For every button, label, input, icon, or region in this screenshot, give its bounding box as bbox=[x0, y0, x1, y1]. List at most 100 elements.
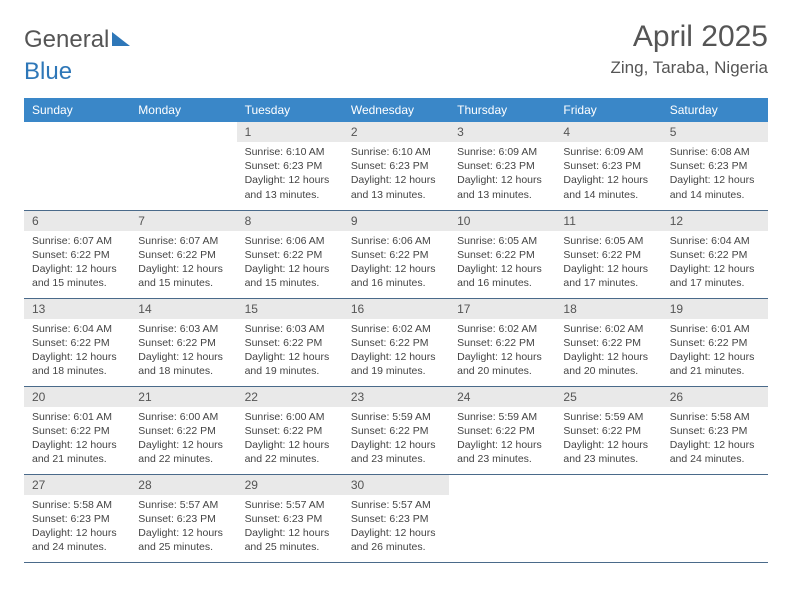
sunrise-text: Sunrise: 6:03 AM bbox=[245, 322, 335, 336]
weekday-header: Saturday bbox=[662, 98, 768, 122]
daylight-text: Daylight: 12 hours and 23 minutes. bbox=[457, 438, 547, 466]
sunrise-text: Sunrise: 5:58 AM bbox=[670, 410, 760, 424]
sunset-text: Sunset: 6:22 PM bbox=[32, 248, 122, 262]
calendar-day-cell: 4Sunrise: 6:09 AMSunset: 6:23 PMDaylight… bbox=[555, 122, 661, 210]
calendar-week-row: 6Sunrise: 6:07 AMSunset: 6:22 PMDaylight… bbox=[24, 210, 768, 298]
daylight-text: Daylight: 12 hours and 21 minutes. bbox=[32, 438, 122, 466]
day-number: 10 bbox=[449, 211, 555, 231]
calendar-day-cell: 9Sunrise: 6:06 AMSunset: 6:22 PMDaylight… bbox=[343, 210, 449, 298]
sunrise-text: Sunrise: 6:02 AM bbox=[351, 322, 441, 336]
calendar-day-cell: 2Sunrise: 6:10 AMSunset: 6:23 PMDaylight… bbox=[343, 122, 449, 210]
daylight-text: Daylight: 12 hours and 23 minutes. bbox=[563, 438, 653, 466]
weekday-header: Thursday bbox=[449, 98, 555, 122]
sunset-text: Sunset: 6:22 PM bbox=[563, 424, 653, 438]
sunrise-text: Sunrise: 6:07 AM bbox=[138, 234, 228, 248]
day-number: 5 bbox=[662, 122, 768, 142]
sunset-text: Sunset: 6:22 PM bbox=[351, 248, 441, 262]
day-number: 3 bbox=[449, 122, 555, 142]
page-title: April 2025 bbox=[611, 20, 769, 54]
sunrise-text: Sunrise: 6:05 AM bbox=[563, 234, 653, 248]
day-content: Sunrise: 6:09 AMSunset: 6:23 PMDaylight:… bbox=[555, 142, 661, 208]
sunrise-text: Sunrise: 5:57 AM bbox=[245, 498, 335, 512]
sunrise-text: Sunrise: 5:58 AM bbox=[32, 498, 122, 512]
calendar-day-cell: 17Sunrise: 6:02 AMSunset: 6:22 PMDayligh… bbox=[449, 298, 555, 386]
day-content: Sunrise: 6:00 AMSunset: 6:22 PMDaylight:… bbox=[237, 407, 343, 473]
sunset-text: Sunset: 6:22 PM bbox=[670, 248, 760, 262]
day-content: Sunrise: 6:06 AMSunset: 6:22 PMDaylight:… bbox=[343, 231, 449, 297]
day-content: Sunrise: 5:59 AMSunset: 6:22 PMDaylight:… bbox=[555, 407, 661, 473]
sunset-text: Sunset: 6:22 PM bbox=[32, 336, 122, 350]
day-content: Sunrise: 5:58 AMSunset: 6:23 PMDaylight:… bbox=[24, 495, 130, 561]
sunrise-text: Sunrise: 6:01 AM bbox=[32, 410, 122, 424]
calendar-day-cell: 15Sunrise: 6:03 AMSunset: 6:22 PMDayligh… bbox=[237, 298, 343, 386]
daylight-text: Daylight: 12 hours and 15 minutes. bbox=[138, 262, 228, 290]
day-number: 20 bbox=[24, 387, 130, 407]
daylight-text: Daylight: 12 hours and 14 minutes. bbox=[670, 173, 760, 201]
sunset-text: Sunset: 6:23 PM bbox=[245, 512, 335, 526]
day-number: 12 bbox=[662, 211, 768, 231]
sunrise-text: Sunrise: 6:09 AM bbox=[563, 145, 653, 159]
calendar-day-cell: 22Sunrise: 6:00 AMSunset: 6:22 PMDayligh… bbox=[237, 386, 343, 474]
sunset-text: Sunset: 6:23 PM bbox=[351, 512, 441, 526]
calendar-day-cell: 6Sunrise: 6:07 AMSunset: 6:22 PMDaylight… bbox=[24, 210, 130, 298]
sunrise-text: Sunrise: 5:59 AM bbox=[457, 410, 547, 424]
day-number: 17 bbox=[449, 299, 555, 319]
calendar-day-cell: 18Sunrise: 6:02 AMSunset: 6:22 PMDayligh… bbox=[555, 298, 661, 386]
sunset-text: Sunset: 6:23 PM bbox=[563, 159, 653, 173]
calendar-day-cell: 25Sunrise: 5:59 AMSunset: 6:22 PMDayligh… bbox=[555, 386, 661, 474]
day-content: Sunrise: 5:57 AMSunset: 6:23 PMDaylight:… bbox=[130, 495, 236, 561]
sunrise-text: Sunrise: 6:10 AM bbox=[351, 145, 441, 159]
weekday-header: Tuesday bbox=[237, 98, 343, 122]
calendar-day-cell: 13Sunrise: 6:04 AMSunset: 6:22 PMDayligh… bbox=[24, 298, 130, 386]
day-content: Sunrise: 6:03 AMSunset: 6:22 PMDaylight:… bbox=[130, 319, 236, 385]
sunrise-text: Sunrise: 5:57 AM bbox=[138, 498, 228, 512]
calendar-day-cell: 5Sunrise: 6:08 AMSunset: 6:23 PMDaylight… bbox=[662, 122, 768, 210]
sunset-text: Sunset: 6:23 PM bbox=[138, 512, 228, 526]
day-content: Sunrise: 5:59 AMSunset: 6:22 PMDaylight:… bbox=[343, 407, 449, 473]
daylight-text: Daylight: 12 hours and 17 minutes. bbox=[563, 262, 653, 290]
day-content: Sunrise: 6:06 AMSunset: 6:22 PMDaylight:… bbox=[237, 231, 343, 297]
daylight-text: Daylight: 12 hours and 16 minutes. bbox=[351, 262, 441, 290]
sunrise-text: Sunrise: 6:07 AM bbox=[32, 234, 122, 248]
sunset-text: Sunset: 6:22 PM bbox=[245, 336, 335, 350]
sunset-text: Sunset: 6:22 PM bbox=[563, 248, 653, 262]
sunset-text: Sunset: 6:22 PM bbox=[351, 424, 441, 438]
sunset-text: Sunset: 6:22 PM bbox=[351, 336, 441, 350]
sunrise-text: Sunrise: 6:08 AM bbox=[670, 145, 760, 159]
daylight-text: Daylight: 12 hours and 13 minutes. bbox=[457, 173, 547, 201]
day-number: 18 bbox=[555, 299, 661, 319]
daylight-text: Daylight: 12 hours and 14 minutes. bbox=[563, 173, 653, 201]
sunset-text: Sunset: 6:22 PM bbox=[138, 424, 228, 438]
triangle-icon bbox=[112, 32, 130, 46]
calendar-day-cell: 7Sunrise: 6:07 AMSunset: 6:22 PMDaylight… bbox=[130, 210, 236, 298]
day-content: Sunrise: 5:57 AMSunset: 6:23 PMDaylight:… bbox=[343, 495, 449, 561]
day-content: Sunrise: 5:57 AMSunset: 6:23 PMDaylight:… bbox=[237, 495, 343, 561]
day-content: Sunrise: 6:02 AMSunset: 6:22 PMDaylight:… bbox=[449, 319, 555, 385]
daylight-text: Daylight: 12 hours and 18 minutes. bbox=[32, 350, 122, 378]
sunrise-text: Sunrise: 6:06 AM bbox=[245, 234, 335, 248]
calendar-day-cell: 10Sunrise: 6:05 AMSunset: 6:22 PMDayligh… bbox=[449, 210, 555, 298]
day-content: Sunrise: 6:01 AMSunset: 6:22 PMDaylight:… bbox=[662, 319, 768, 385]
sunset-text: Sunset: 6:23 PM bbox=[32, 512, 122, 526]
sunrise-text: Sunrise: 6:00 AM bbox=[245, 410, 335, 424]
sunrise-text: Sunrise: 6:05 AM bbox=[457, 234, 547, 248]
calendar-day-cell: 21Sunrise: 6:00 AMSunset: 6:22 PMDayligh… bbox=[130, 386, 236, 474]
day-number: 29 bbox=[237, 475, 343, 495]
daylight-text: Daylight: 12 hours and 19 minutes. bbox=[245, 350, 335, 378]
day-content: Sunrise: 6:00 AMSunset: 6:22 PMDaylight:… bbox=[130, 407, 236, 473]
day-content: Sunrise: 6:01 AMSunset: 6:22 PMDaylight:… bbox=[24, 407, 130, 473]
calendar-day-cell: 30Sunrise: 5:57 AMSunset: 6:23 PMDayligh… bbox=[343, 474, 449, 562]
sunset-text: Sunset: 6:23 PM bbox=[245, 159, 335, 173]
sunset-text: Sunset: 6:23 PM bbox=[457, 159, 547, 173]
day-content: Sunrise: 6:04 AMSunset: 6:22 PMDaylight:… bbox=[24, 319, 130, 385]
day-number: 2 bbox=[343, 122, 449, 142]
daylight-text: Daylight: 12 hours and 22 minutes. bbox=[138, 438, 228, 466]
daylight-text: Daylight: 12 hours and 13 minutes. bbox=[351, 173, 441, 201]
daylight-text: Daylight: 12 hours and 15 minutes. bbox=[245, 262, 335, 290]
daylight-text: Daylight: 12 hours and 24 minutes. bbox=[32, 526, 122, 554]
sunrise-text: Sunrise: 6:10 AM bbox=[245, 145, 335, 159]
calendar-day-cell: 3Sunrise: 6:09 AMSunset: 6:23 PMDaylight… bbox=[449, 122, 555, 210]
calendar-day-cell: 11Sunrise: 6:05 AMSunset: 6:22 PMDayligh… bbox=[555, 210, 661, 298]
daylight-text: Daylight: 12 hours and 18 minutes. bbox=[138, 350, 228, 378]
daylight-text: Daylight: 12 hours and 25 minutes. bbox=[138, 526, 228, 554]
